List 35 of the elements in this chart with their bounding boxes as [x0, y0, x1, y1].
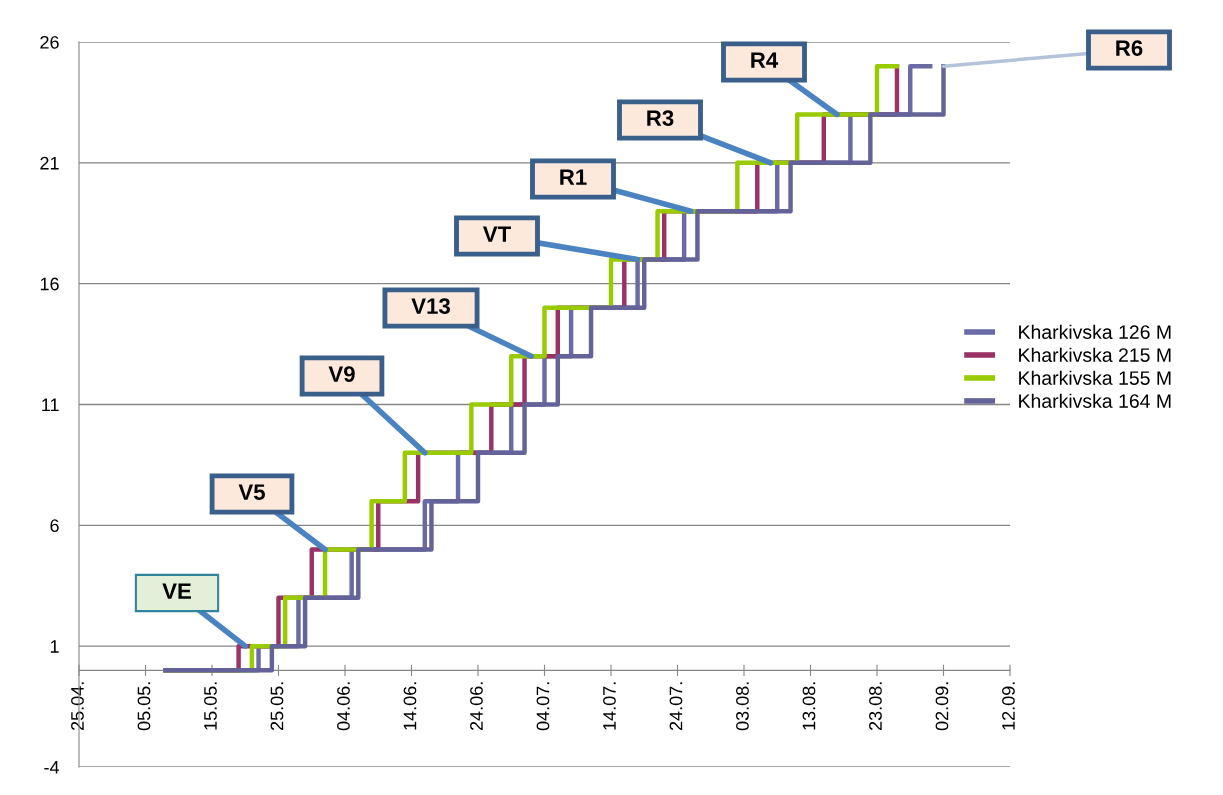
annotation: V5	[238, 484, 265, 500]
annotation: V9	[328, 366, 355, 382]
y-tick-label: 16	[40, 277, 59, 291]
annotation: R4	[751, 52, 779, 68]
legend-label: Kharkivska 126 M	[1019, 324, 1171, 339]
annotation: R3	[647, 110, 674, 126]
x-tick-label: 05.05.	[137, 682, 151, 731]
annotation: R1	[560, 169, 587, 185]
x-tick-label: 14.06.	[403, 682, 417, 730]
y-tick-label: 26	[40, 35, 59, 49]
annotation: V13	[411, 298, 450, 314]
x-tick-label: 25.05.	[270, 682, 284, 731]
x-tick-label: 15.05.	[204, 682, 217, 730]
x-tick-label: 23.08.	[869, 682, 882, 731]
x-tick-label: 24.07.	[669, 682, 683, 731]
legend-label: Kharkivska 155 M	[1019, 370, 1171, 385]
annotation: VE	[162, 583, 191, 599]
y-tick-label: 21	[40, 156, 59, 170]
x-tick-label: 04.06.	[337, 682, 350, 731]
y-tick-label: 6	[50, 519, 59, 533]
y-tick-label: -4	[44, 761, 60, 774]
x-tick-label: 24.06.	[470, 682, 483, 731]
x-tick-label: 04.07.	[536, 682, 550, 731]
legend-label: Kharkivska 164 M	[1019, 393, 1171, 408]
x-tick-label: 25.04.	[71, 682, 84, 731]
y-tick-label: 1	[50, 640, 59, 653]
annotation: VT	[482, 226, 511, 242]
legend-label: Kharkivska 215 M	[1019, 347, 1171, 362]
y-tick-label: 11	[42, 398, 59, 412]
x-tick-label: 12.09.	[1002, 682, 1015, 730]
x-tick-label: 14.07.	[603, 682, 616, 730]
annotation: R6	[1116, 40, 1143, 56]
x-tick-label: 02.09.	[935, 682, 949, 731]
x-tick-label: 13.08.	[802, 682, 816, 730]
x-tick-label: 03.08.	[736, 682, 749, 731]
